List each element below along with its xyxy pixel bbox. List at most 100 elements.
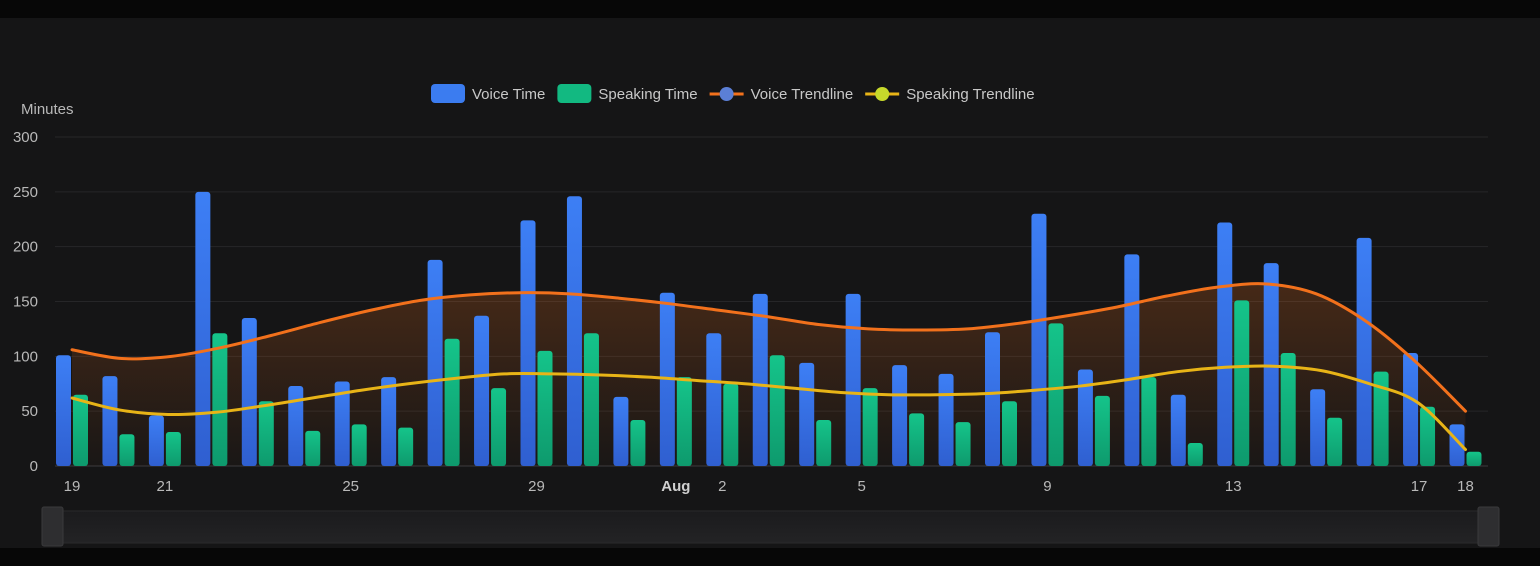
x-tick-label: 9 [1043,478,1051,495]
scrollbar-track[interactable] [42,510,1499,544]
voice-trendline [70,282,1467,413]
bar-speaking-time [583,333,599,466]
bar-voice-time [706,333,722,466]
bar-voice-time [148,415,164,466]
bar-voice-time [102,376,118,466]
bar-speaking-time [816,419,832,466]
bar-speaking-time [444,338,460,466]
bar-speaking-time [491,388,507,466]
x-tick-label: 13 [1225,478,1242,495]
x-tick-label: Aug [661,478,690,495]
x-tick-label: 17 [1411,478,1428,495]
bar-speaking-time [723,383,739,466]
legend-swatch [431,84,465,103]
bar-speaking-time [1048,323,1064,466]
x-tick-label: 25 [342,478,359,495]
bar-speaking-time [676,377,692,466]
bar-speaking-time [1187,442,1203,466]
bar-voice-time [1124,254,1140,466]
bar-voice-time [1263,263,1279,466]
y-axis-title: Minutes [21,101,74,118]
bar-speaking-time [73,394,88,466]
bar-speaking-time [1466,451,1482,466]
y-tick-label: 100 [13,348,38,365]
legend: Voice Time Speaking Time Voice Trendline Sp… [431,84,1035,103]
y-tick-label: 250 [13,184,38,201]
x-tick-label: 18 [1457,478,1474,495]
bar-speaking-time [1420,406,1436,466]
bar-speaking-time [1280,353,1296,466]
bar-voice-time [427,259,443,466]
bar-voice-time [474,315,490,466]
legend-item[interactable]: Voice Trendline [709,86,854,103]
bar-speaking-time [119,434,135,466]
bar-speaking-time [862,388,878,466]
legend-item[interactable]: Speaking Time [557,84,698,103]
bottom-strip [0,548,1540,566]
bar-voice-time [56,355,71,466]
scrollbar-handle-left[interactable] [41,506,64,547]
bar-voice-time [334,381,350,466]
x-tick-label: 5 [857,478,865,495]
bar-speaking-time [630,419,646,466]
bar-speaking-time [165,432,181,466]
bar-voice-time [1170,394,1186,466]
bar-voice-time [1217,222,1233,466]
bar-speaking-time [1002,401,1017,466]
bar-speaking-time [351,424,367,466]
bar-voice-time [381,377,397,466]
bar-voice-time [1356,237,1372,466]
legend-swatch [557,84,592,103]
legend-label: Voice Time [472,86,545,103]
bar-speaking-time [212,333,228,466]
x-tick-labels: 19 21 25 29 Aug 2 5 9 13 17 18 [64,478,1474,495]
x-tick-label: 29 [528,478,545,495]
bar-voice-time [288,385,304,466]
bar-voice-time [752,293,768,466]
bar-speaking-time [258,401,274,466]
bar-voice-time [613,396,629,466]
y-tick-label: 50 [21,403,38,420]
bar-voice-time [566,196,582,466]
bar-voice-time [241,317,257,466]
legend-item[interactable]: Speaking Trendline [865,86,1035,103]
bar-speaking-time [955,422,971,466]
bar-voice-time [520,220,536,466]
bar-speaking-time [1094,395,1110,466]
bar-voice-time [892,365,908,466]
y-tick-label: 150 [13,294,38,311]
bar-speaking-time [1373,371,1389,466]
bar-voice-time [1310,389,1326,466]
y-tick-labels: 0 50 100 150 200 250 300 [13,129,38,475]
bars [56,191,1482,467]
bar-voice-time [985,332,1000,466]
y-tick-label: 300 [13,129,38,146]
bar-voice-time [195,191,211,467]
zoom-scrollbar[interactable] [41,506,1500,547]
bar-speaking-time [909,413,925,466]
scrollbar-handle-right[interactable] [1477,506,1500,547]
bar-speaking-time [1234,300,1250,466]
legend-label: Voice Trendline [751,86,854,103]
bar-voice-time [1077,369,1093,466]
legend-label: Speaking Trendline [906,86,1034,103]
legend-marker [875,87,890,101]
trend-lines [70,282,1467,452]
speaking-trendline [70,364,1467,452]
bar-voice-time [845,293,861,466]
bar-voice-time [938,373,954,466]
legend-label: Speaking Time [598,86,697,103]
y-tick-label: 0 [30,458,38,475]
x-tick-label: 21 [157,478,174,495]
bar-voice-time [799,362,815,466]
legend-marker [719,87,734,101]
top-strip [0,0,1540,18]
voice-trend-area [72,283,1466,466]
y-tick-label: 200 [13,239,38,256]
bar-speaking-time [398,427,414,466]
legend-item[interactable]: Voice Time [431,84,545,103]
trend-area [72,283,1466,466]
bar-voice-time [1403,353,1419,466]
